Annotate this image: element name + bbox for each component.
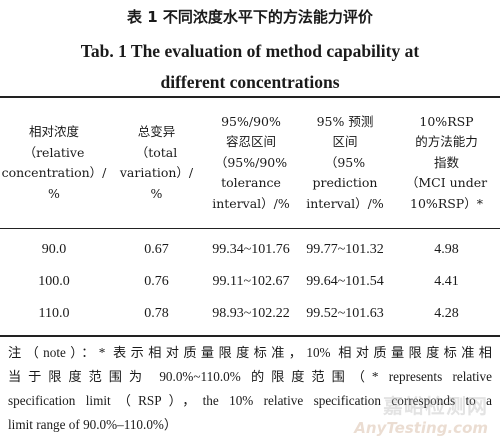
table-cell: 99.77~101.32 [306, 242, 384, 257]
table-cell: 110.0 [38, 306, 70, 321]
header-text: （95% [324, 154, 366, 170]
header-total-variation: 总变异 （total variation）/ % [108, 100, 205, 226]
header-text: （MCI under [405, 175, 488, 191]
table-cell: 0.67 [144, 242, 169, 257]
header-text: 区间 [332, 134, 358, 150]
table-row: 100.0 0.76 99.11~102.67 99.64~101.54 4.4… [0, 264, 500, 300]
header-text: interval）/% [306, 195, 384, 211]
header-text: 相对浓度 [28, 124, 79, 139]
header-text: 指数 [433, 154, 459, 170]
header-relative-concentration: 相对浓度 （relative concentration）/ % [0, 100, 108, 226]
footnote-line: limit range of 90.0%–110.0%） [8, 417, 178, 432]
table-footnote: 注（note）：* 表示相对质量限度标准，10% 相对质量限度标准相 当于限度范… [8, 341, 492, 437]
table-bottom-rule [0, 335, 500, 337]
footnote-line: 注（note）：* 表示相对质量限度标准，10% 相对质量限度标准相 [8, 345, 492, 360]
table-title-en-line2: different concentrations [160, 72, 340, 92]
header-text: （relative [23, 144, 85, 160]
table-title-en-line1: Tab. 1 The evaluation of method capabili… [80, 41, 420, 61]
header-method-capability-index: 10%RSP 的方法能力 指数 （MCI under 10%RSP）* [393, 100, 500, 226]
table-title-cn: 表 1 不同浓度水平下的方法能力评价 [127, 8, 373, 26]
header-text: tolerance [221, 175, 281, 191]
header-text: 容忍区间 [225, 134, 276, 150]
table-cell: 98.93~102.22 [212, 306, 290, 321]
table-cell: 99.11~102.67 [212, 274, 290, 289]
header-text: 10%RSP [419, 113, 474, 129]
header-text: % [48, 185, 60, 201]
table-cell: 4.41 [434, 274, 459, 289]
table-cell: 100.0 [38, 274, 70, 289]
header-text: 总变异 [137, 124, 176, 139]
header-text: 95% 预测 [316, 113, 374, 129]
header-text: （total [135, 144, 178, 160]
table-cell: 99.34~101.76 [212, 242, 290, 257]
header-text: （95%/90% [214, 154, 288, 170]
table-cell: 90.0 [41, 242, 67, 257]
table-cell: 0.78 [144, 306, 169, 321]
table-cell: 4.98 [434, 242, 459, 257]
footnote-line: 当于限度范围为 90.0%~110.0% 的限度范围（* represents … [8, 369, 492, 384]
header-text: concentration）/ [1, 165, 107, 180]
table-row: 90.0 0.67 99.34~101.76 99.77~101.32 4.98 [0, 232, 500, 268]
header-tolerance-interval: 95%/90% 容忍区间 （95%/90% tolerance interval… [205, 100, 297, 226]
header-text: 10%RSP）* [410, 195, 483, 211]
table-cell: 0.76 [144, 274, 169, 289]
table-cell: 99.52~101.63 [306, 306, 384, 321]
table-row: 110.0 0.78 98.93~102.22 99.52~101.63 4.2… [0, 296, 500, 332]
table-top-rule [0, 96, 500, 98]
header-text: interval）/% [212, 195, 290, 211]
watermark-cn: 嘉峪检测网 [383, 394, 488, 418]
watermark-en: AnyTesting.com [354, 419, 488, 437]
header-text: variation）/ [119, 165, 194, 180]
table-header-rule [0, 228, 500, 229]
header-text: % [150, 185, 163, 201]
table-title-en: Tab. 1 The evaluation of method capabili… [0, 36, 500, 98]
table-cell: 99.64~101.54 [306, 274, 384, 289]
header-prediction-interval: 95% 预测 区间 （95% prediction interval）/% [297, 100, 393, 226]
footnote-line: specification limit（RSP），the 10% relativ… [8, 393, 492, 408]
watermark: 嘉峪检测网 AnyTesting.com [354, 390, 488, 437]
header-text: prediction [312, 175, 378, 191]
header-text: 的方法能力 [415, 134, 478, 150]
header-text: 95%/90% [221, 113, 281, 129]
table-cell: 4.28 [434, 306, 459, 321]
